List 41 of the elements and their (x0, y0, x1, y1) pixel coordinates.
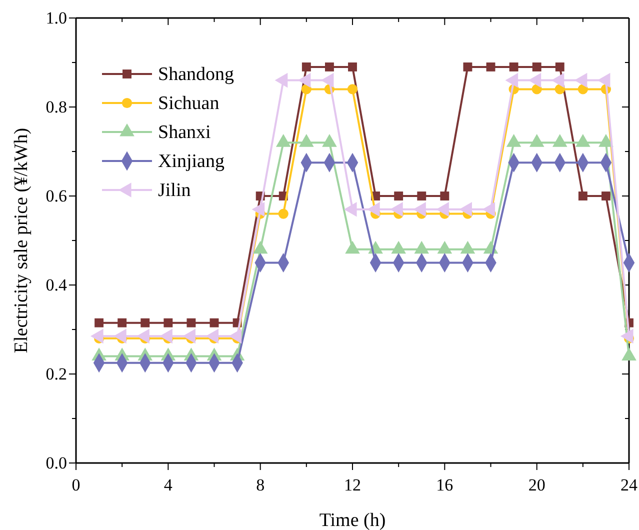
point (578, 192, 588, 200)
point (348, 62, 357, 72)
point (324, 62, 334, 72)
point (532, 62, 542, 72)
x-axis-title: Time (h) (319, 510, 386, 530)
y-tick-label: 0.6 (46, 186, 67, 206)
y-tick-label: 0.4 (46, 275, 68, 294)
point (555, 62, 564, 72)
x-tick-label: 4 (164, 476, 173, 495)
y-tick-label: 0.8 (46, 97, 67, 116)
point (186, 318, 196, 328)
y-tick-label: 0.2 (46, 364, 67, 384)
y-axis-title: Electricity sale price (¥/kWh) (11, 128, 32, 354)
legend-label: Xinjiang (158, 151, 225, 172)
x-tick-label: 20 (528, 476, 546, 495)
point (278, 208, 288, 219)
point (140, 318, 150, 328)
point (210, 318, 219, 328)
y-tick-label: 0.0 (46, 453, 67, 472)
x-tick-label: 16 (436, 476, 454, 495)
point (417, 192, 426, 200)
point (601, 192, 610, 200)
point (509, 62, 518, 72)
point (347, 84, 358, 94)
legend-label: Jilin (158, 180, 192, 201)
legend-label: Sichuan (158, 93, 220, 114)
x-tick-label: 8 (256, 476, 265, 495)
legend-label: Shandong (158, 64, 234, 85)
x-tick-label: 0 (72, 476, 80, 495)
x-tick-label: 12 (344, 476, 361, 495)
point (394, 192, 404, 200)
y-tick-label: 1.0 (46, 8, 67, 28)
point (118, 318, 127, 328)
point (440, 192, 450, 200)
point (486, 62, 496, 72)
point (463, 62, 472, 72)
x-tick-label: 24 (620, 476, 638, 495)
point (302, 62, 311, 72)
point (94, 318, 104, 328)
point (164, 318, 173, 328)
legend-label: Shanxi (158, 122, 211, 143)
